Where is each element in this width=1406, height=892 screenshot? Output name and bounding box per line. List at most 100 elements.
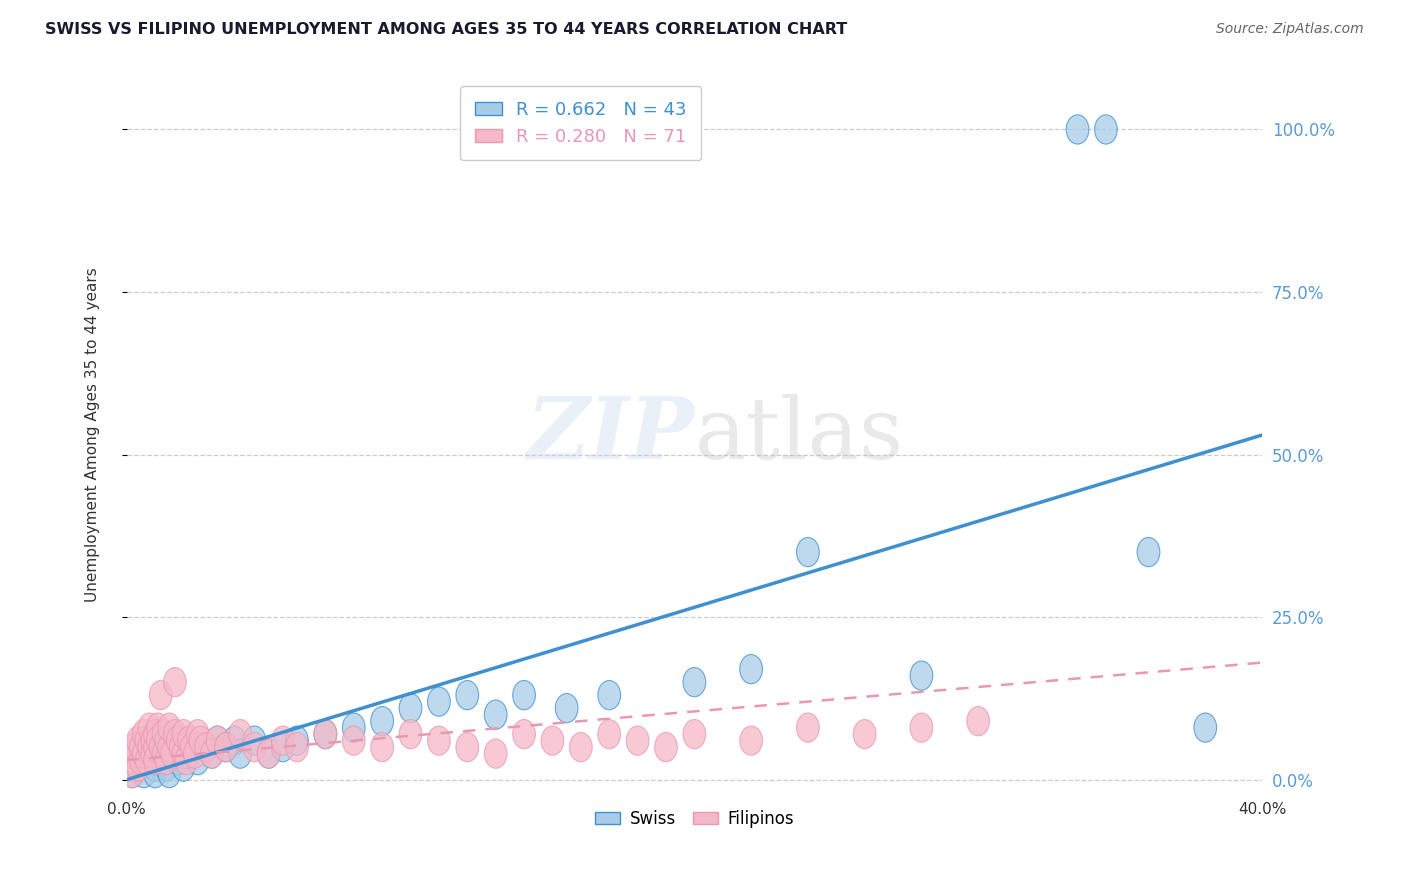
Ellipse shape bbox=[155, 746, 177, 775]
Ellipse shape bbox=[569, 732, 592, 762]
Ellipse shape bbox=[683, 667, 706, 697]
Ellipse shape bbox=[172, 752, 195, 781]
Ellipse shape bbox=[152, 720, 174, 748]
Ellipse shape bbox=[598, 681, 620, 710]
Ellipse shape bbox=[143, 720, 166, 748]
Ellipse shape bbox=[149, 681, 172, 710]
Ellipse shape bbox=[138, 732, 160, 762]
Ellipse shape bbox=[143, 732, 166, 762]
Ellipse shape bbox=[484, 700, 508, 730]
Ellipse shape bbox=[243, 726, 266, 756]
Ellipse shape bbox=[967, 706, 990, 736]
Ellipse shape bbox=[163, 720, 186, 748]
Ellipse shape bbox=[626, 726, 650, 756]
Y-axis label: Unemployment Among Ages 35 to 44 years: Unemployment Among Ages 35 to 44 years bbox=[86, 268, 100, 602]
Ellipse shape bbox=[143, 752, 166, 781]
Ellipse shape bbox=[129, 732, 152, 762]
Ellipse shape bbox=[149, 732, 172, 762]
Ellipse shape bbox=[271, 726, 294, 756]
Ellipse shape bbox=[157, 713, 180, 742]
Ellipse shape bbox=[853, 720, 876, 748]
Ellipse shape bbox=[1137, 538, 1160, 566]
Ellipse shape bbox=[201, 739, 224, 768]
Ellipse shape bbox=[257, 739, 280, 768]
Text: ZIP: ZIP bbox=[526, 393, 695, 477]
Ellipse shape bbox=[135, 746, 157, 775]
Ellipse shape bbox=[155, 752, 177, 781]
Ellipse shape bbox=[1194, 713, 1216, 742]
Ellipse shape bbox=[146, 726, 169, 756]
Ellipse shape bbox=[271, 732, 294, 762]
Ellipse shape bbox=[138, 746, 160, 775]
Ellipse shape bbox=[513, 681, 536, 710]
Ellipse shape bbox=[243, 732, 266, 762]
Ellipse shape bbox=[683, 720, 706, 748]
Ellipse shape bbox=[124, 746, 146, 775]
Ellipse shape bbox=[456, 732, 478, 762]
Ellipse shape bbox=[177, 739, 201, 768]
Ellipse shape bbox=[740, 655, 762, 684]
Ellipse shape bbox=[143, 758, 166, 788]
Ellipse shape bbox=[215, 732, 238, 762]
Ellipse shape bbox=[141, 739, 163, 768]
Ellipse shape bbox=[118, 752, 141, 781]
Ellipse shape bbox=[314, 720, 336, 748]
Ellipse shape bbox=[484, 739, 508, 768]
Ellipse shape bbox=[183, 739, 207, 768]
Ellipse shape bbox=[427, 687, 450, 716]
Ellipse shape bbox=[157, 758, 180, 788]
Ellipse shape bbox=[132, 720, 155, 748]
Ellipse shape bbox=[127, 752, 149, 781]
Ellipse shape bbox=[797, 538, 820, 566]
Ellipse shape bbox=[797, 713, 820, 742]
Ellipse shape bbox=[190, 726, 212, 756]
Ellipse shape bbox=[135, 726, 157, 756]
Ellipse shape bbox=[229, 739, 252, 768]
Ellipse shape bbox=[160, 739, 183, 768]
Ellipse shape bbox=[343, 726, 366, 756]
Ellipse shape bbox=[132, 758, 155, 788]
Ellipse shape bbox=[124, 732, 146, 762]
Ellipse shape bbox=[207, 726, 229, 756]
Ellipse shape bbox=[195, 732, 218, 762]
Ellipse shape bbox=[371, 732, 394, 762]
Ellipse shape bbox=[177, 726, 201, 756]
Ellipse shape bbox=[166, 746, 190, 775]
Ellipse shape bbox=[513, 720, 536, 748]
Ellipse shape bbox=[172, 739, 195, 768]
Ellipse shape bbox=[138, 713, 160, 742]
Ellipse shape bbox=[427, 726, 450, 756]
Ellipse shape bbox=[910, 713, 932, 742]
Text: SWISS VS FILIPINO UNEMPLOYMENT AMONG AGES 35 TO 44 YEARS CORRELATION CHART: SWISS VS FILIPINO UNEMPLOYMENT AMONG AGE… bbox=[45, 22, 848, 37]
Ellipse shape bbox=[186, 720, 209, 748]
Ellipse shape bbox=[314, 720, 336, 748]
Ellipse shape bbox=[285, 732, 308, 762]
Ellipse shape bbox=[121, 758, 143, 788]
Ellipse shape bbox=[195, 732, 218, 762]
Ellipse shape bbox=[186, 746, 209, 775]
Ellipse shape bbox=[169, 732, 193, 762]
Ellipse shape bbox=[163, 667, 186, 697]
Ellipse shape bbox=[371, 706, 394, 736]
Ellipse shape bbox=[285, 726, 308, 756]
Ellipse shape bbox=[399, 720, 422, 748]
Ellipse shape bbox=[143, 746, 166, 775]
Ellipse shape bbox=[180, 732, 204, 762]
Ellipse shape bbox=[910, 661, 932, 690]
Ellipse shape bbox=[141, 726, 163, 756]
Ellipse shape bbox=[127, 752, 149, 781]
Ellipse shape bbox=[149, 746, 172, 775]
Ellipse shape bbox=[172, 732, 195, 762]
Ellipse shape bbox=[146, 713, 169, 742]
Ellipse shape bbox=[655, 732, 678, 762]
Ellipse shape bbox=[257, 739, 280, 768]
Ellipse shape bbox=[1066, 115, 1088, 145]
Ellipse shape bbox=[157, 732, 180, 762]
Ellipse shape bbox=[132, 739, 155, 768]
Ellipse shape bbox=[555, 693, 578, 723]
Ellipse shape bbox=[166, 726, 190, 756]
Text: Source: ZipAtlas.com: Source: ZipAtlas.com bbox=[1216, 22, 1364, 37]
Ellipse shape bbox=[224, 726, 246, 756]
Ellipse shape bbox=[399, 693, 422, 723]
Ellipse shape bbox=[1095, 115, 1118, 145]
